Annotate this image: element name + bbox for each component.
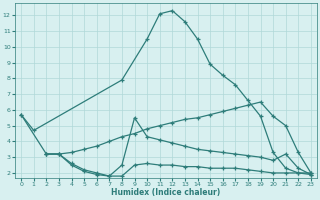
X-axis label: Humidex (Indice chaleur): Humidex (Indice chaleur) [111,188,221,197]
